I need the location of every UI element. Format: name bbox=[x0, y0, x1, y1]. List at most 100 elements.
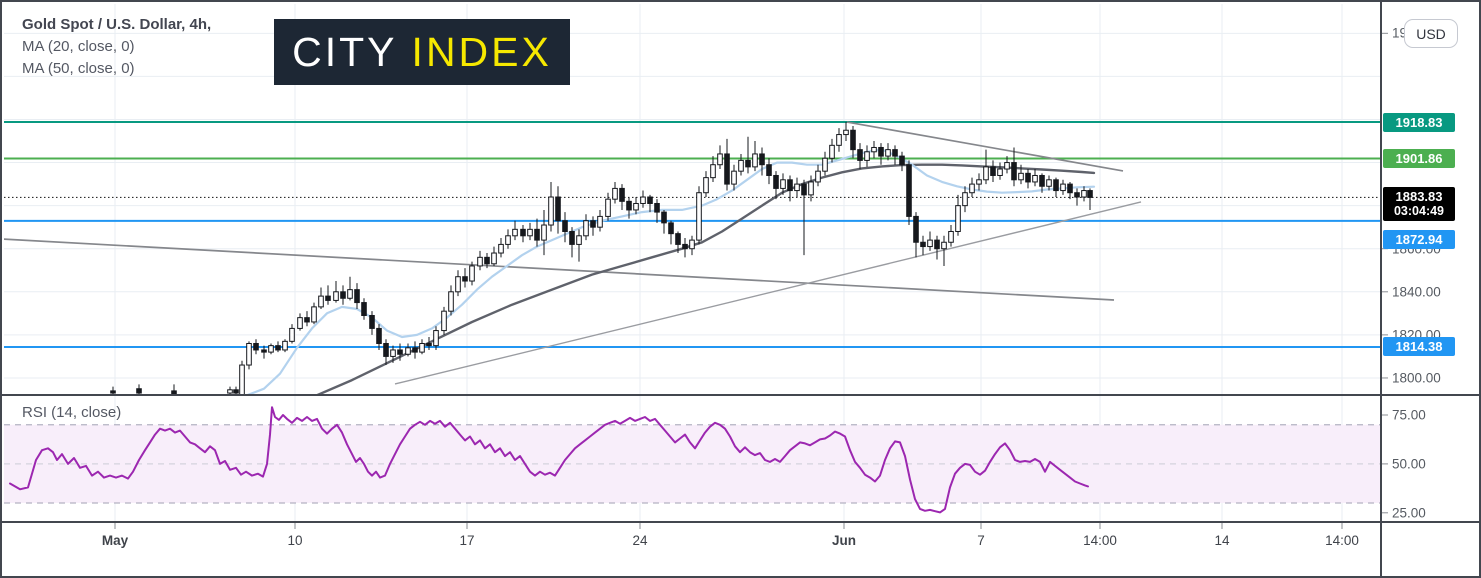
candle bbox=[340, 291, 346, 299]
candle bbox=[605, 198, 611, 217]
candle bbox=[724, 153, 730, 185]
candle bbox=[491, 252, 497, 265]
candle bbox=[990, 166, 996, 176]
candle bbox=[976, 179, 982, 185]
candle bbox=[297, 317, 303, 329]
candle bbox=[668, 222, 674, 235]
candle bbox=[520, 228, 526, 237]
candle bbox=[405, 347, 411, 355]
candle bbox=[1067, 183, 1073, 194]
currency-button[interactable]: USD bbox=[1404, 19, 1458, 48]
candle bbox=[948, 230, 954, 243]
candle bbox=[1032, 174, 1038, 183]
candle bbox=[505, 235, 511, 245]
candle bbox=[455, 276, 461, 293]
candle bbox=[1004, 162, 1010, 170]
candle bbox=[717, 153, 723, 166]
candle bbox=[892, 149, 898, 157]
candle bbox=[759, 153, 765, 166]
candle bbox=[675, 233, 681, 245]
candle bbox=[1039, 174, 1045, 187]
candle bbox=[871, 146, 877, 153]
candle bbox=[661, 211, 667, 224]
candle bbox=[612, 187, 618, 200]
candle bbox=[333, 291, 339, 301]
candle bbox=[597, 215, 603, 228]
candle bbox=[527, 228, 533, 237]
brand-logo-index: INDEX bbox=[411, 28, 552, 75]
candle bbox=[282, 340, 288, 351]
candle bbox=[110, 390, 116, 394]
candle bbox=[484, 256, 490, 265]
candle bbox=[752, 153, 758, 168]
candle bbox=[920, 241, 926, 248]
time-tick-label: 10 bbox=[287, 533, 303, 548]
time-tick-label: 7 bbox=[977, 533, 985, 548]
candle bbox=[498, 243, 504, 254]
candle bbox=[268, 345, 274, 353]
candle bbox=[136, 388, 142, 394]
candle bbox=[354, 289, 360, 304]
candle bbox=[801, 183, 807, 196]
candle bbox=[1060, 183, 1066, 192]
candle bbox=[512, 228, 518, 237]
candle bbox=[794, 183, 800, 192]
main-pane bbox=[4, 4, 1380, 394]
candle bbox=[731, 170, 737, 185]
candle bbox=[913, 215, 919, 243]
candle bbox=[383, 342, 389, 357]
candle bbox=[1074, 192, 1080, 198]
brand-logo: CITY INDEX bbox=[274, 19, 570, 85]
candle bbox=[369, 314, 375, 329]
candle bbox=[1018, 172, 1024, 181]
candle bbox=[899, 155, 905, 166]
time-tick-label: May bbox=[101, 533, 129, 548]
rsi-tick-label: 50.00 bbox=[1392, 456, 1426, 472]
candle bbox=[325, 295, 331, 301]
candle bbox=[955, 205, 961, 232]
time-tick-label: 14:00 bbox=[1083, 533, 1117, 548]
time-tick-label: 17 bbox=[459, 533, 475, 548]
candle bbox=[1087, 190, 1093, 198]
candle bbox=[318, 295, 324, 308]
candle bbox=[1011, 162, 1017, 181]
candle bbox=[261, 349, 267, 353]
candle bbox=[311, 306, 317, 323]
candle bbox=[590, 220, 596, 228]
candle bbox=[640, 196, 646, 204]
candle bbox=[347, 289, 353, 299]
candle bbox=[304, 317, 310, 323]
candle bbox=[1025, 172, 1031, 183]
candle bbox=[433, 330, 439, 347]
candle bbox=[171, 390, 177, 394]
candle bbox=[441, 310, 447, 332]
candle bbox=[689, 239, 695, 250]
candle bbox=[419, 342, 425, 353]
candle bbox=[843, 129, 849, 136]
time-tick-label: 14 bbox=[1214, 533, 1230, 548]
time-tick-label: Jun bbox=[831, 533, 857, 548]
countdown-timer: 03:04:49 bbox=[1393, 204, 1445, 219]
candle bbox=[773, 174, 779, 189]
candle bbox=[647, 196, 653, 204]
candle bbox=[412, 347, 418, 353]
candle bbox=[710, 164, 716, 179]
candle bbox=[696, 192, 702, 241]
candle bbox=[682, 243, 688, 250]
candle bbox=[850, 129, 856, 151]
candle bbox=[787, 179, 793, 192]
candle bbox=[576, 235, 582, 245]
price-badge: 1918.83 bbox=[1383, 112, 1455, 132]
candle bbox=[390, 349, 396, 357]
candle bbox=[477, 256, 483, 267]
candle bbox=[969, 183, 975, 194]
candle bbox=[738, 159, 744, 172]
candle bbox=[633, 202, 639, 211]
candle bbox=[246, 342, 252, 366]
rsi-tick-label: 25.00 bbox=[1392, 505, 1426, 521]
candle bbox=[836, 134, 842, 146]
rsi-tick-label: 75.00 bbox=[1392, 407, 1426, 423]
rsi-pane bbox=[4, 396, 1380, 521]
